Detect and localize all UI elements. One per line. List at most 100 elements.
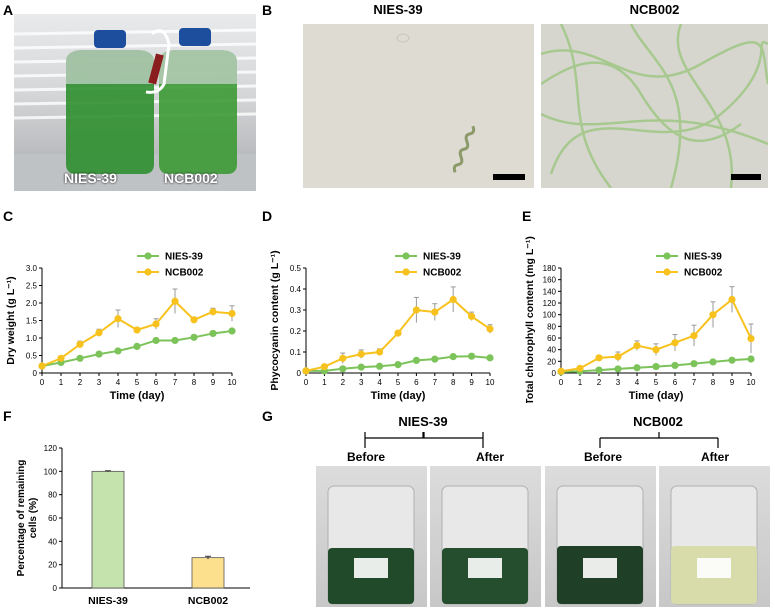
bar-ncb002 [191, 557, 225, 589]
beaker-label-nies39-before: Before [346, 450, 385, 464]
y-tick-label: 40 [547, 346, 556, 355]
data-point [728, 356, 736, 364]
micrograph-nies39 [303, 24, 534, 188]
legend-marker [663, 252, 671, 260]
data-point [152, 320, 160, 328]
x-tick-label: 4 [635, 378, 640, 387]
data-point [690, 332, 698, 340]
legend-marker [402, 252, 410, 260]
x-tick-label: 3 [97, 378, 102, 387]
y-axis-label: Phycocyanin content (g L⁻¹) [269, 250, 281, 390]
y-tick-label: 120 [44, 444, 58, 453]
y-axis-label-line2: cells (%) [28, 498, 39, 539]
y-tick-label: 180 [543, 264, 557, 273]
data-point [431, 355, 439, 363]
panel-letter-b: B [262, 2, 273, 18]
photo-label-nies39: NIES-39 [64, 170, 117, 186]
data-point [652, 346, 660, 354]
x-category-label: NIES-39 [88, 595, 128, 607]
beaker-label-nies39-after: After [475, 450, 504, 464]
x-tick-label: 3 [359, 378, 364, 387]
legend-label: NCB002 [684, 268, 723, 279]
beaker-photo-ncb002-before [545, 466, 656, 607]
data-point [339, 354, 347, 362]
data-point [431, 308, 439, 316]
data-point [486, 354, 494, 362]
x-tick-label: 0 [304, 378, 309, 387]
x-tick-label: 2 [78, 378, 83, 387]
data-point [394, 361, 402, 369]
data-point [228, 327, 236, 335]
chart-f: 0 20 40 60 80 100 120 NIES-39 NCB002 Percentage o… [16, 444, 250, 607]
x-tick-label: 8 [451, 378, 456, 387]
data-point [357, 363, 365, 371]
y-tick-label: 60 [547, 334, 556, 343]
data-point [209, 329, 217, 338]
data-point [614, 365, 622, 373]
data-point [152, 336, 160, 345]
micrograph-title-ncb002: NCB002 [629, 2, 680, 17]
y-tick-label: 80 [547, 322, 556, 331]
scale-bar [731, 174, 761, 180]
x-tick-label: 1 [322, 378, 327, 387]
bioreactor-illustration [14, 28, 256, 191]
x-tick-label: 0 [559, 378, 564, 387]
data-point [747, 355, 755, 363]
x-tick-label: 4 [116, 378, 121, 387]
x-tick-label: 8 [192, 378, 197, 387]
x-tick-label: 10 [747, 378, 756, 387]
x-tick-label: 6 [154, 378, 159, 387]
beaker-label-ncb002-before: Before [583, 450, 622, 464]
micrograph-title-nies39: NIES-39 [373, 2, 423, 17]
data-point [595, 366, 603, 374]
y-axis-label-line1: Percentage of remaining [16, 460, 27, 577]
y-tick-label: 3.0 [26, 264, 38, 273]
data-point [320, 363, 328, 371]
y-axis-label: Dry weight (g L⁻¹) [5, 276, 17, 364]
x-tick-label: 3 [616, 378, 621, 387]
x-tick-label: 7 [173, 378, 178, 387]
data-point [709, 311, 717, 319]
data-point [209, 308, 217, 316]
y-tick-label: 100 [543, 311, 557, 320]
x-tick-label: 0 [40, 378, 45, 387]
data-point [376, 362, 384, 370]
legend-marker [402, 268, 410, 276]
x-tick-label: 7 [433, 378, 438, 387]
panel-letter-d: D [262, 208, 273, 224]
x-tick-label: 5 [396, 378, 401, 387]
data-point [557, 367, 565, 375]
data-point [486, 325, 494, 333]
chart-d: 0 0.1 0.2 0.3 0.4 0.5 0 1 2 3 4 5 6 7 8 9 10 Time (day) Ph… [269, 250, 495, 402]
y-tick-label: 20 [48, 561, 57, 570]
data-point [357, 350, 365, 358]
y-tick-label: 160 [543, 276, 557, 285]
data-point [302, 367, 310, 375]
data-point [76, 340, 84, 348]
x-axis-label: Time (day) [371, 390, 426, 402]
legend-label: NIES-39 [423, 252, 461, 263]
data-point [38, 362, 46, 370]
x-tick-label: 8 [711, 378, 716, 387]
y-tick-label: 0.5 [26, 352, 38, 361]
data-point [671, 339, 679, 347]
y-tick-label: 0 [53, 584, 58, 593]
y-axis-label: Total chlorophyll content (mg L⁻¹) [524, 236, 536, 403]
data-point [339, 365, 347, 373]
y-tick-label: 100 [44, 467, 58, 476]
data-point [394, 329, 402, 337]
nies39-filament-illustration [396, 33, 525, 180]
data-point [95, 329, 103, 337]
data-point [728, 295, 736, 304]
data-point [190, 316, 198, 324]
y-tick-label: 0 [297, 369, 302, 378]
beaker-photo-nies39-after [430, 466, 541, 607]
y-tick-label: 20 [547, 357, 556, 366]
beaker-group-title-ncb002: NCB002 [633, 414, 683, 429]
bar-nies-39 [91, 470, 125, 589]
panel-letter-a: A [3, 2, 14, 18]
data-point [709, 358, 717, 366]
legend-label: NCB002 [423, 268, 462, 279]
x-tick-label: 5 [654, 378, 659, 387]
x-tick-label: 5 [135, 378, 140, 387]
